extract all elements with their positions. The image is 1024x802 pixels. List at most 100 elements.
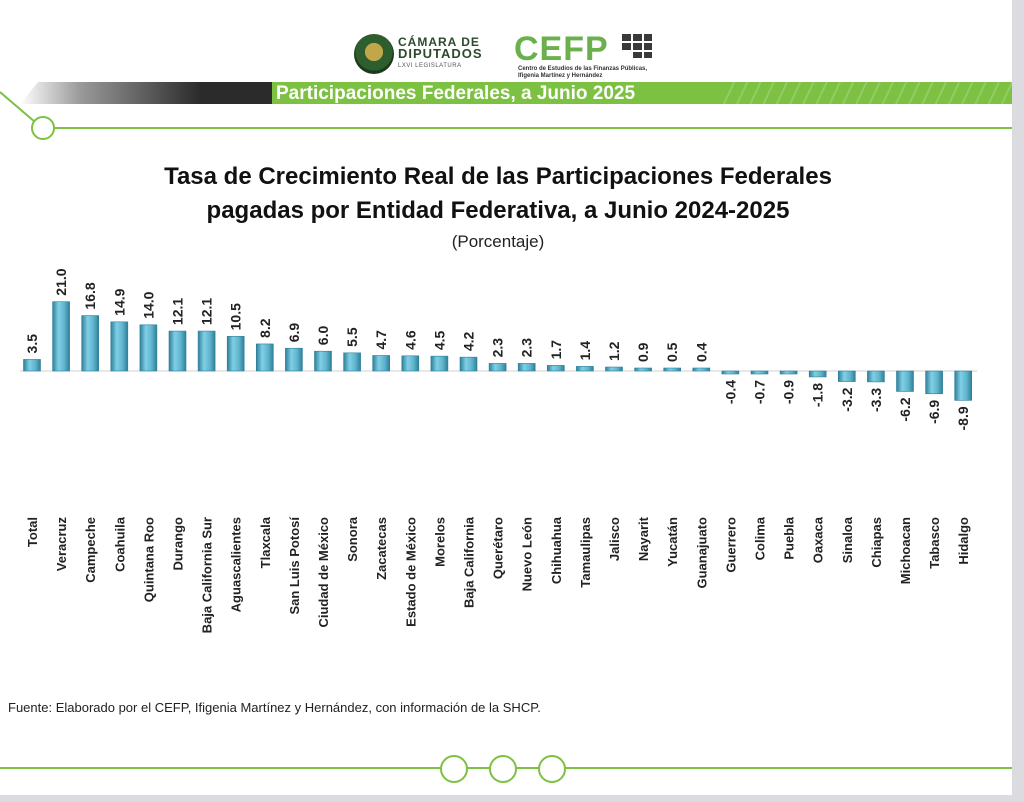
chart-value-label: -3.2 bbox=[839, 387, 855, 411]
chart-bar bbox=[546, 365, 565, 372]
camara-logo-line1: CÁMARA DE bbox=[398, 35, 480, 49]
chart-bar bbox=[459, 356, 478, 372]
chart-category-label: Baja California bbox=[462, 516, 477, 608]
chart-value-label: 10.5 bbox=[228, 303, 244, 330]
chart-value-label: 12.1 bbox=[170, 298, 186, 325]
chart-category-labels: Total Veracruz Campeche Coahuila Quintana Ro… bbox=[25, 516, 971, 633]
chart-bar bbox=[954, 370, 973, 401]
chart-bar bbox=[110, 321, 129, 372]
chart-value-label: 1.2 bbox=[606, 341, 622, 361]
chart-value-label: -0.9 bbox=[781, 380, 797, 404]
chart-value-label: 21.0 bbox=[53, 268, 69, 295]
camara-logo: CÁMARA DE DIPUTADOS LXVI LEGISLATURA bbox=[398, 36, 483, 72]
chart-category-label: Sonora bbox=[345, 516, 360, 562]
chart-category-label: Aguascalientes bbox=[229, 517, 244, 612]
chart-value-label: 12.1 bbox=[199, 298, 215, 325]
chart-value-label: 0.4 bbox=[693, 342, 709, 362]
chart-bar bbox=[808, 370, 827, 378]
chart-category-label: Campeche bbox=[83, 517, 98, 583]
chart-category-label: Nayarit bbox=[636, 516, 651, 561]
source-note: Fuente: Elaborado por el CEFP, Ifigenia … bbox=[8, 700, 541, 715]
chart-value-label: -3.3 bbox=[868, 388, 884, 412]
chart-value-label: 14.9 bbox=[111, 288, 127, 315]
chart-value-label: 4.6 bbox=[402, 330, 418, 350]
chart-category-label: Chiapas bbox=[869, 517, 884, 568]
chart-value-label: 1.4 bbox=[577, 341, 593, 361]
chart-category-label: Colima bbox=[753, 516, 768, 560]
chart-bar bbox=[488, 363, 507, 372]
cefp-grid-icon bbox=[622, 34, 652, 58]
chart-bar bbox=[925, 370, 943, 395]
chart-category-label: Coahuila bbox=[112, 516, 127, 572]
chart-category-label: Ciudad de México bbox=[316, 517, 331, 628]
chart-value-label: -0.4 bbox=[722, 380, 738, 404]
banner-title: Participaciones Federales, a Junio 2025 bbox=[276, 83, 636, 104]
chart-bar bbox=[634, 367, 652, 372]
chart-category-label: Tamaulipas bbox=[578, 517, 593, 588]
chart-category-label: Tabasco bbox=[927, 517, 942, 569]
chart-bar bbox=[81, 315, 99, 372]
chart-category-label: Oaxaca bbox=[811, 516, 826, 563]
header-logos: CÁMARA DE DIPUTADOS LXVI LEGISLATURA CEF… bbox=[350, 30, 670, 82]
chart-bar bbox=[168, 330, 187, 372]
chart-category-label: Querétaro bbox=[491, 517, 506, 579]
chart-value-label: 0.5 bbox=[664, 342, 680, 362]
chart-bar bbox=[139, 324, 158, 372]
chart-value-label: -0.7 bbox=[752, 380, 768, 404]
page-edge-right bbox=[1012, 0, 1024, 802]
chart-category-label: Guerrero bbox=[723, 517, 738, 573]
chart-value-label: 8.2 bbox=[257, 318, 273, 338]
chart-bar bbox=[52, 301, 70, 372]
chart-category-label: Michoacan bbox=[898, 517, 913, 584]
chart-category-label: Chihuahua bbox=[549, 516, 564, 584]
chart-category-label: Hidalgo bbox=[956, 517, 971, 565]
chart-bar bbox=[197, 330, 216, 372]
chart-value-label: 4.5 bbox=[431, 330, 447, 350]
chart-category-label: Baja California Sur bbox=[200, 517, 215, 633]
banner-green-segment bbox=[272, 82, 1012, 104]
chart-category-label: Guanajuato bbox=[694, 517, 709, 589]
chart-value-label: 2.3 bbox=[519, 338, 535, 358]
chart-bar bbox=[255, 343, 274, 372]
chart-value-label: -6.9 bbox=[926, 400, 942, 424]
chart-value-label: 3.5 bbox=[24, 334, 40, 354]
chart-value-label: -6.2 bbox=[897, 397, 913, 421]
chart-bar bbox=[692, 367, 711, 372]
chart-category-label: Yucatán bbox=[665, 517, 680, 567]
page-edge-bottom bbox=[0, 795, 1012, 802]
chart-value-label: 1.7 bbox=[548, 340, 564, 360]
chart-category-label: Durango bbox=[171, 517, 186, 571]
chart-category-label: Morelos bbox=[432, 517, 447, 567]
chart-category-label: Nuevo León bbox=[520, 517, 535, 591]
chart-value-labels: 3.5 21.0 16.8 14.9 14.0 12.1 12.1 10.5 8.2 6.9 6.0… bbox=[24, 268, 971, 430]
chart-category-label: Jalisco bbox=[607, 517, 622, 561]
chart-category-label: Estado de México bbox=[403, 517, 418, 627]
camara-logo-line3: LXVI LEGISLATURA bbox=[398, 63, 462, 69]
chart-bar bbox=[401, 355, 420, 372]
chart-bar bbox=[605, 366, 623, 372]
chart-category-label: Tlaxcala bbox=[258, 516, 273, 568]
chart-value-label: 4.2 bbox=[461, 331, 477, 351]
chart-bar bbox=[663, 367, 682, 372]
chart-bar bbox=[314, 350, 332, 372]
cefp-logo: CEFP bbox=[514, 30, 609, 68]
chart-category-label: Zacatecas bbox=[374, 517, 389, 580]
slide-page bbox=[0, 0, 1012, 795]
chart-bar bbox=[517, 363, 536, 372]
chart-bars bbox=[20, 301, 978, 401]
chart-bar bbox=[343, 352, 361, 372]
chart-value-label: -8.9 bbox=[955, 406, 971, 430]
chart-bar bbox=[779, 370, 798, 375]
camara-seal-icon bbox=[354, 34, 394, 74]
chart-subtitle: (Porcentaje) bbox=[451, 232, 545, 251]
chart-title: Tasa de Crecimiento Real de las Particip… bbox=[60, 160, 936, 228]
camara-logo-line2: DIPUTADOS bbox=[398, 46, 483, 61]
chart-value-label: 4.7 bbox=[373, 330, 389, 350]
chart-bar bbox=[750, 370, 769, 375]
chart-bar bbox=[23, 359, 41, 372]
chart-value-label: 6.9 bbox=[286, 323, 302, 343]
banner-stripes bbox=[722, 82, 1012, 104]
chart-value-label: 14.0 bbox=[140, 291, 156, 318]
